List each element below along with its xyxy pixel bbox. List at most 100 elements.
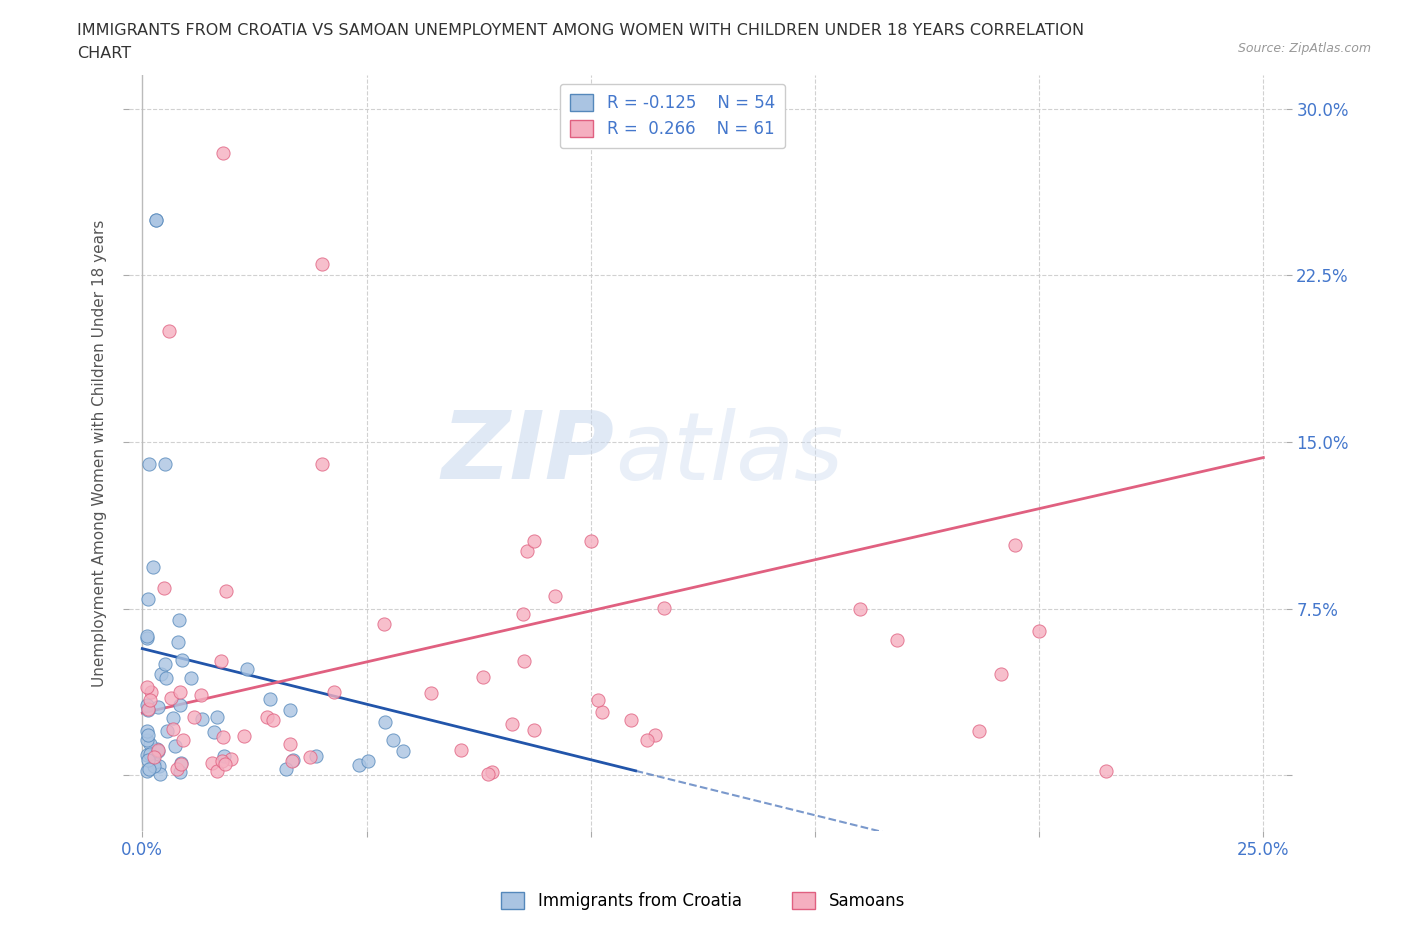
Point: [450, 742, 472, 757]
Point: [214, 757, 236, 772]
Point: [172, 732, 194, 747]
Legend: Immigrants from Croatia, Samoans: Immigrants from Croatia, Samoans: [495, 885, 911, 917]
Point: [209, 654, 232, 669]
Point: [190, 688, 212, 703]
Point: [170, 653, 193, 668]
Point: [477, 766, 499, 781]
Point: [205, 764, 228, 778]
Point: [146, 700, 169, 715]
Point: [347, 758, 370, 773]
Point: [392, 743, 415, 758]
Point: [357, 753, 380, 768]
Point: [135, 629, 157, 644]
Point: [166, 762, 188, 777]
Point: [620, 713, 643, 728]
Text: IMMIGRANTS FROM CROATIA VS SAMOAN UNEMPLOYMENT AMONG WOMEN WITH CHILDREN UNDER 1: IMMIGRANTS FROM CROATIA VS SAMOAN UNEMPL…: [77, 23, 1084, 38]
Point: [170, 755, 193, 770]
Point: [135, 733, 157, 748]
Point: [141, 684, 163, 699]
Point: [472, 670, 495, 684]
Point: [139, 747, 162, 762]
Point: [259, 692, 281, 707]
Point: [135, 631, 157, 645]
Point: [311, 257, 333, 272]
Point: [157, 324, 180, 339]
Point: [256, 710, 278, 724]
Point: [169, 698, 191, 712]
Point: [138, 457, 160, 472]
Point: [153, 457, 176, 472]
Point: [990, 667, 1012, 682]
Point: [1028, 623, 1050, 638]
Point: [967, 724, 990, 738]
Point: [205, 710, 228, 724]
Point: [139, 737, 162, 751]
Point: [323, 684, 346, 699]
Point: [169, 612, 191, 627]
Point: [232, 728, 254, 743]
Point: [136, 753, 159, 768]
Point: [211, 754, 233, 769]
Point: [374, 715, 396, 730]
Point: [278, 737, 301, 751]
Point: [586, 693, 609, 708]
Point: [274, 762, 297, 777]
Point: [153, 580, 176, 595]
Point: [1094, 764, 1116, 778]
Point: [278, 702, 301, 717]
Point: [212, 146, 235, 161]
Point: [190, 711, 212, 726]
Point: [143, 750, 166, 764]
Point: [305, 748, 328, 763]
Point: [142, 755, 165, 770]
Point: [849, 601, 872, 616]
Point: [652, 601, 675, 616]
Point: [512, 607, 534, 622]
Point: [523, 723, 546, 737]
Point: [513, 654, 536, 669]
Point: [165, 738, 187, 753]
Point: [212, 729, 235, 744]
Point: [145, 212, 167, 227]
Point: [135, 748, 157, 763]
Point: [644, 728, 666, 743]
Point: [135, 764, 157, 778]
Point: [135, 724, 157, 738]
Point: [160, 691, 183, 706]
Point: [136, 591, 159, 606]
Point: [139, 693, 162, 708]
Point: [886, 632, 908, 647]
Text: atlas: atlas: [614, 407, 844, 498]
Point: [544, 589, 567, 604]
Point: [1004, 538, 1026, 552]
Y-axis label: Unemployment Among Women with Children Under 18 years: Unemployment Among Women with Children U…: [93, 219, 107, 686]
Point: [299, 749, 322, 764]
Point: [146, 743, 169, 758]
Point: [311, 457, 333, 472]
Point: [145, 212, 167, 227]
Text: ZIP: ZIP: [441, 407, 614, 499]
Point: [138, 702, 160, 717]
Point: [281, 752, 304, 767]
Point: [579, 533, 602, 548]
Point: [138, 762, 160, 777]
Point: [215, 584, 238, 599]
Point: [516, 544, 538, 559]
Point: [236, 662, 259, 677]
Point: [162, 711, 184, 725]
Point: [212, 749, 235, 764]
Point: [262, 712, 284, 727]
Point: [373, 617, 395, 631]
Point: [150, 667, 173, 682]
Point: [481, 764, 503, 779]
Point: [136, 727, 159, 742]
Point: [148, 742, 170, 757]
Point: [501, 717, 523, 732]
Point: [169, 765, 191, 780]
Text: Source: ZipAtlas.com: Source: ZipAtlas.com: [1237, 42, 1371, 55]
Point: [142, 560, 165, 575]
Point: [135, 698, 157, 712]
Point: [523, 534, 546, 549]
Point: [155, 671, 177, 685]
Point: [219, 751, 242, 766]
